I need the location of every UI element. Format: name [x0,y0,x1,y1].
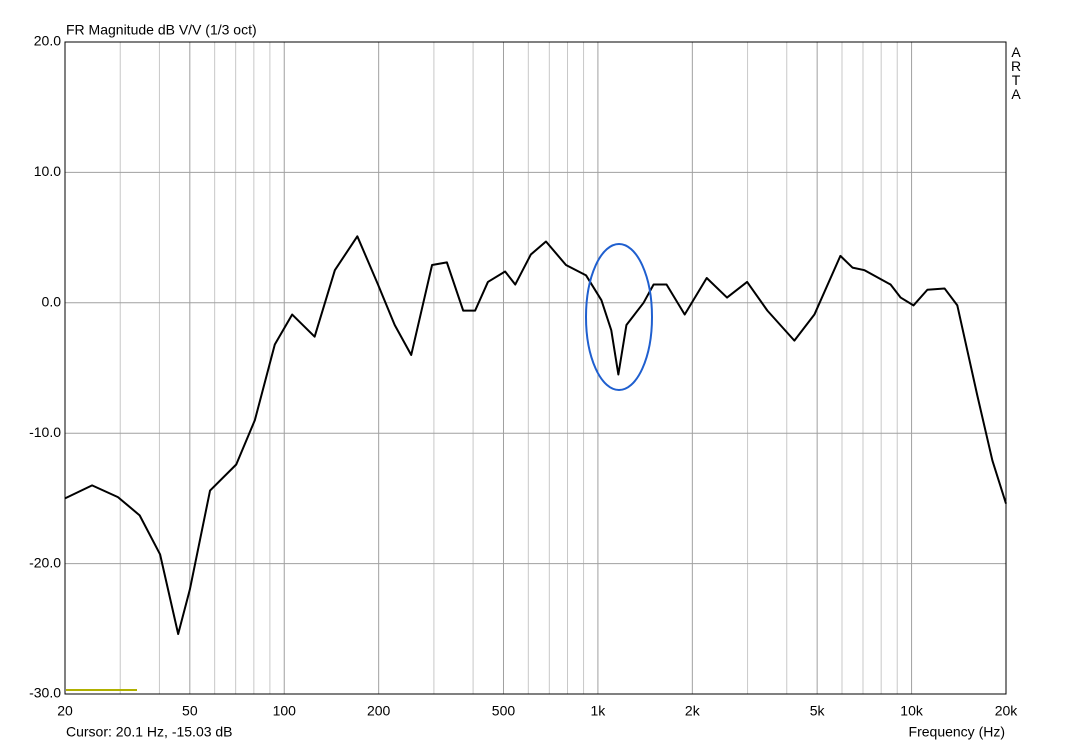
brand: ARTA [1008,44,1024,100]
y-tick-label: -10.0 [29,424,61,440]
x-tick-label: 100 [273,703,297,719]
x-axis-label: Frequency (Hz) [909,724,1005,740]
x-tick-label: 50 [182,703,198,719]
x-tick-label: 20 [57,703,73,719]
x-tick-label: 10k [900,703,924,719]
y-tick-label: -30.0 [29,685,61,701]
x-tick-label: 500 [492,703,516,719]
data-line [64,235,1007,636]
y-tick-label: 0.0 [42,294,62,310]
cursor-readout: Cursor: 20.1 Hz, -15.03 dB [66,724,233,740]
x-tick-label: 1k [591,703,607,719]
x-tick-label: 200 [367,703,391,719]
highlight-ellipse [585,243,653,391]
plot-frame [64,41,1007,695]
x-tick-label: 5k [810,703,826,719]
y-tick-label: 20.0 [34,33,61,49]
chart-title: FR Magnitude dB V/V (1/3 oct) [66,22,257,38]
x-tick-label: 20k [995,703,1019,719]
y-tick-label: -20.0 [29,554,61,570]
x-tick-label: 2k [685,703,701,719]
y-tick-label: 10.0 [34,163,61,179]
